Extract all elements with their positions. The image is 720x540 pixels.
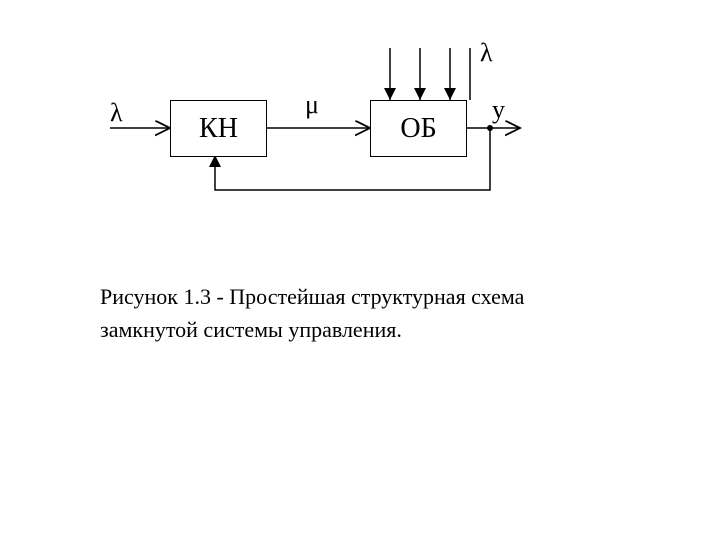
block-ob: ОБ: [370, 100, 467, 157]
signal-mu: μ: [305, 90, 319, 120]
block-kn-label: КН: [199, 113, 238, 145]
signal-lambda-top: λ: [480, 38, 493, 68]
diagram-canvas: КН ОБ λ μ λ y Рисунок 1.3 - Простейшая с…: [0, 0, 720, 540]
block-kn: КН: [170, 100, 267, 157]
block-ob-label: ОБ: [400, 113, 436, 145]
signal-lambda-in: λ: [110, 98, 123, 128]
feedback-tap-node: [487, 125, 493, 131]
signal-y-out: y: [492, 95, 505, 125]
wires-layer: [0, 0, 720, 540]
figure-caption: Рисунок 1.3 - Простейшая структурная схе…: [100, 280, 620, 346]
caption-line2: замкнутой системы управления.: [100, 317, 402, 342]
caption-line1: Рисунок 1.3 - Простейшая структурная схе…: [100, 284, 524, 309]
